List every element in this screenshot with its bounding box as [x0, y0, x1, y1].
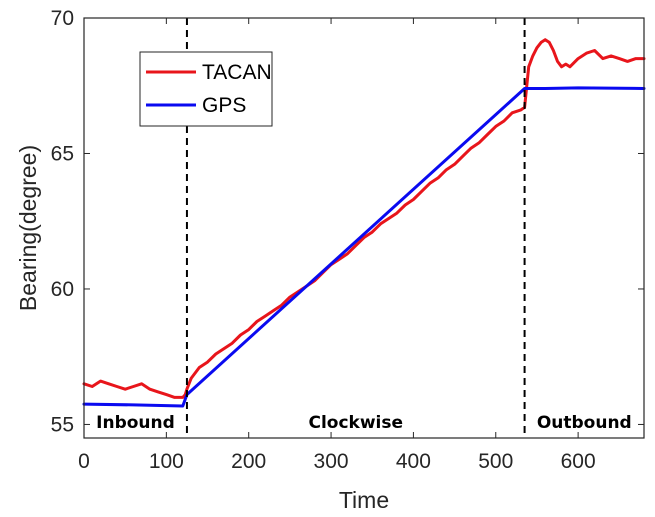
x-tick-label: 400 [396, 450, 431, 473]
axes-frame [83, 17, 645, 439]
x-tick-label: 200 [231, 450, 266, 473]
x-axis-title: Time [339, 487, 389, 513]
phase-label-clockwise: Clockwise [308, 413, 403, 433]
phase-label-outbound: Outbound [537, 413, 632, 433]
legend: TACAN GPS [139, 51, 273, 127]
x-tick-label: 100 [149, 450, 184, 473]
y-tick-label: 55 [51, 413, 74, 436]
y-tick-label: 70 [51, 7, 74, 30]
y-axis-title: Bearing(degree) [15, 145, 41, 311]
series-line-gps [82, 86, 646, 408]
legend-box [139, 51, 273, 127]
x-tick-label: 500 [478, 450, 513, 473]
y-tick-label: 60 [51, 278, 74, 301]
y-tick-label: 65 [51, 142, 74, 165]
x-tick-label: 0 [78, 450, 90, 473]
x-tick-label: 600 [561, 450, 596, 473]
legend-label-gps: GPS [202, 94, 246, 117]
axes: 0 100 200 300 400 500 600 55 60 65 70 Time Bearing(d… [15, 7, 645, 513]
legend-label-tacan: TACAN [202, 61, 272, 84]
series-line-tacan [82, 38, 646, 399]
x-tick-label: 300 [314, 450, 349, 473]
phase-label-inbound: Inbound [96, 413, 175, 433]
